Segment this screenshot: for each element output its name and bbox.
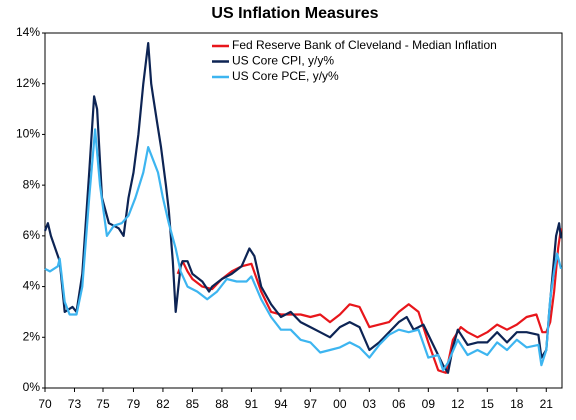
x-tick-label: 70 [38,397,52,411]
x-tick-label: 00 [333,397,347,411]
x-tick-label: 03 [363,397,377,411]
legend-label: Fed Reserve Bank of Cleveland - Median I… [232,38,497,52]
series-line [176,228,563,374]
series-line [43,42,563,374]
y-tick-label: 2% [23,329,41,343]
x-tick-label: 91 [245,397,259,411]
x-tick-label: 06 [392,397,406,411]
x-tick-label: 97 [304,397,318,411]
chart-title: US Inflation Measures [211,5,378,22]
plot-frame [44,32,563,389]
x-tick-label: 88 [215,397,229,411]
y-tick-label: 10% [16,127,40,141]
y-tick-label: 6% [23,228,41,242]
x-tick-label: 73 [68,397,82,411]
legend-label: US Core CPI, y/y% [232,54,334,68]
x-tick-label: 12 [451,397,465,411]
x-tick-label: 75 [96,397,110,411]
x-tick-label: 15 [481,397,495,411]
x-tick-label: 94 [274,397,288,411]
series-line [44,128,563,372]
x-tick-label: 18 [510,397,524,411]
y-tick-label: 12% [16,76,40,90]
y-tick-label: 8% [23,177,41,191]
y-tick-label: 0% [23,380,41,394]
x-tick-label: 09 [422,397,436,411]
x-tick-label: 82 [156,397,170,411]
y-tick-label: 4% [23,279,41,293]
x-tick-label: 21 [540,397,554,411]
x-tick-label: 79 [127,397,141,411]
legend-label: US Core PCE, y/y% [232,69,339,83]
x-tick-label: 85 [186,397,200,411]
y-tick-label: 14% [16,25,40,39]
